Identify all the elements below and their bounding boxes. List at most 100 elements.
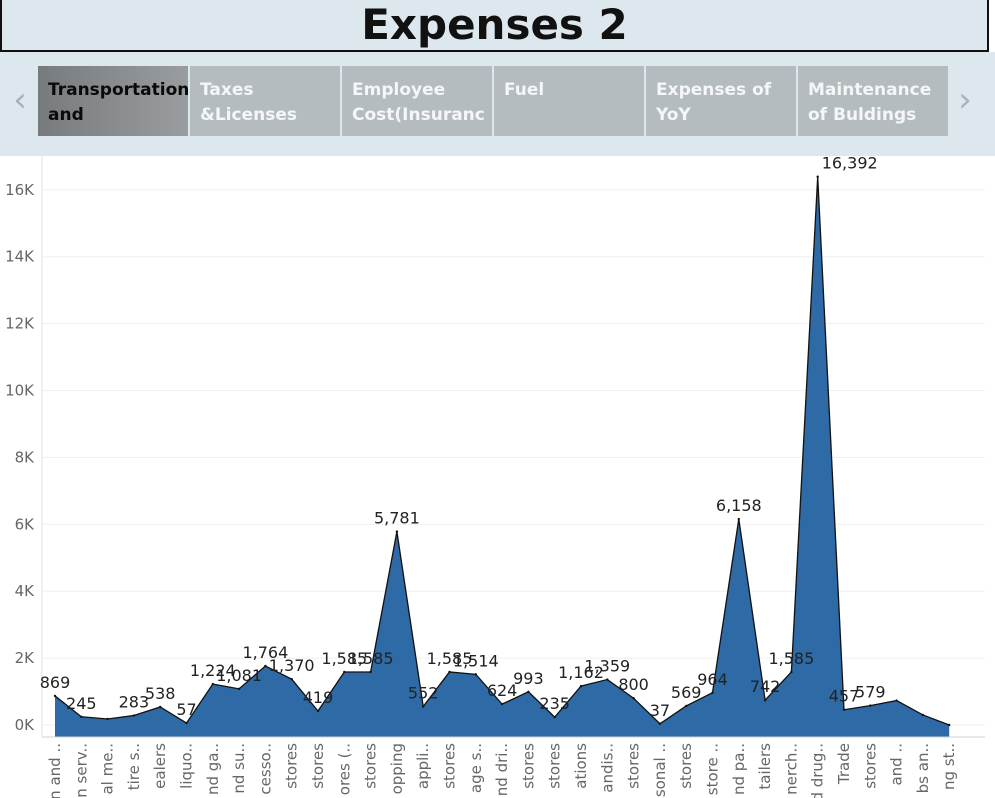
y-tick-label: 2K: [15, 649, 36, 667]
data-point: [264, 664, 267, 668]
x-tick-label: age s..: [467, 743, 485, 793]
x-tick-label: stores: [441, 743, 459, 789]
tab-transportation[interactable]: Transportation and: [38, 66, 188, 136]
data-label: 569: [671, 683, 702, 702]
data-point: [921, 713, 925, 717]
y-tick-label: 16K: [5, 181, 35, 199]
x-tick-label: nd ga..: [204, 743, 222, 795]
data-label: 283: [119, 693, 150, 712]
data-point: [422, 705, 425, 708]
data-point: [895, 699, 898, 702]
data-point: [606, 678, 609, 681]
tab-fuel[interactable]: Fuel: [494, 66, 644, 136]
data-point: [237, 687, 241, 691]
data-label: 1,370: [269, 656, 315, 675]
x-tick-label: sonal ..: [651, 743, 669, 797]
chevron-left-icon[interactable]: ‹: [13, 80, 27, 120]
data-point: [474, 673, 477, 676]
data-point: [553, 715, 556, 719]
x-tick-label: stores: [362, 743, 380, 789]
data-label: 1,585: [427, 649, 473, 668]
x-tick-label: n serv..: [72, 743, 90, 798]
data-point: [527, 690, 530, 693]
x-tick-label: andis..: [598, 743, 616, 793]
data-point: [159, 705, 162, 709]
tab-employee-cost[interactable]: Employee Cost(Insuranc: [342, 66, 492, 136]
tab-expenses-yoy[interactable]: Expenses of YoY: [646, 66, 796, 136]
data-point: [500, 702, 504, 706]
data-label: 624: [487, 681, 518, 700]
tab-maintenance-buildings[interactable]: Maintenance of Buldings: [798, 66, 948, 136]
data-point: [816, 175, 819, 178]
x-tick-label: nd pa..: [730, 743, 748, 795]
data-label: 245: [66, 694, 97, 713]
page-title: Expenses 2: [361, 0, 628, 49]
x-tick-label: nd su..: [230, 743, 248, 794]
data-point: [80, 715, 83, 719]
data-label: 800: [618, 675, 649, 694]
data-point: [369, 670, 372, 674]
data-point: [842, 708, 846, 711]
y-tick-label: 8K: [15, 448, 36, 466]
x-tick-label: Trade: [835, 743, 853, 785]
data-label: 1,081: [216, 666, 262, 685]
data-label: 1,224: [190, 661, 236, 680]
data-label: 37: [650, 701, 670, 720]
data-label: 1,162: [558, 663, 604, 682]
data-point: [343, 670, 346, 674]
data-label: 235: [539, 694, 570, 713]
data-label: 1,585: [768, 649, 814, 668]
data-point: [395, 530, 399, 533]
data-label: 579: [855, 683, 886, 702]
data-label: 457: [829, 687, 860, 706]
data-point: [711, 691, 714, 694]
chevron-right-icon[interactable]: ›: [958, 80, 972, 120]
tab-list: Transportation and Taxes &Licenses Emplo…: [38, 66, 948, 136]
x-tick-label: opping: [388, 743, 406, 794]
data-point: [132, 714, 136, 717]
y-tick-label: 0K: [15, 716, 36, 734]
data-point: [448, 670, 451, 674]
data-label: 869: [40, 673, 71, 692]
x-tick-label: stores: [283, 743, 301, 789]
x-tick-label: tailers: [756, 743, 774, 790]
data-point: [632, 697, 635, 700]
x-tick-label: bs an..: [914, 743, 932, 793]
data-label: 419: [303, 688, 334, 707]
x-tick-label: stores: [677, 743, 695, 789]
data-label: 1,585: [348, 649, 394, 668]
tab-taxes-licenses[interactable]: Taxes &Licenses: [190, 66, 340, 136]
data-label: 16,392: [822, 156, 878, 173]
x-tick-label: nd dri..: [493, 743, 511, 796]
x-tick-label: store ..: [704, 743, 722, 795]
x-tick-label: tire s..: [125, 743, 143, 790]
x-tick-label: and ..: [888, 743, 906, 786]
data-label: 5,781: [374, 509, 420, 528]
x-tick-label: ng st..: [940, 743, 958, 790]
y-tick-label: 14K: [5, 248, 35, 266]
x-tick-label: stores: [519, 743, 537, 789]
data-label: 742: [750, 677, 781, 696]
data-point: [106, 717, 109, 721]
data-point: [53, 694, 57, 698]
data-label: 6,158: [716, 496, 762, 515]
data-point: [185, 721, 188, 725]
data-label: 1,764: [242, 643, 288, 662]
data-label: 964: [697, 670, 728, 689]
data-label: 1,585: [321, 649, 367, 668]
x-tick-label: appli..: [414, 743, 432, 789]
data-label: 993: [513, 669, 544, 688]
data-point: [579, 684, 583, 688]
x-tick-label: ations: [572, 743, 590, 789]
x-tick-label: al me..: [99, 743, 117, 795]
data-label: 552: [408, 684, 439, 703]
title-bar: Expenses 2: [0, 0, 989, 52]
x-tick-label: cesso..: [256, 743, 274, 795]
data-point: [211, 682, 214, 686]
data-point: [790, 670, 793, 674]
x-tick-label: ealers: [151, 743, 169, 789]
area-fill: [55, 176, 950, 737]
x-tick-label: stores: [309, 743, 327, 789]
data-point: [685, 704, 688, 708]
